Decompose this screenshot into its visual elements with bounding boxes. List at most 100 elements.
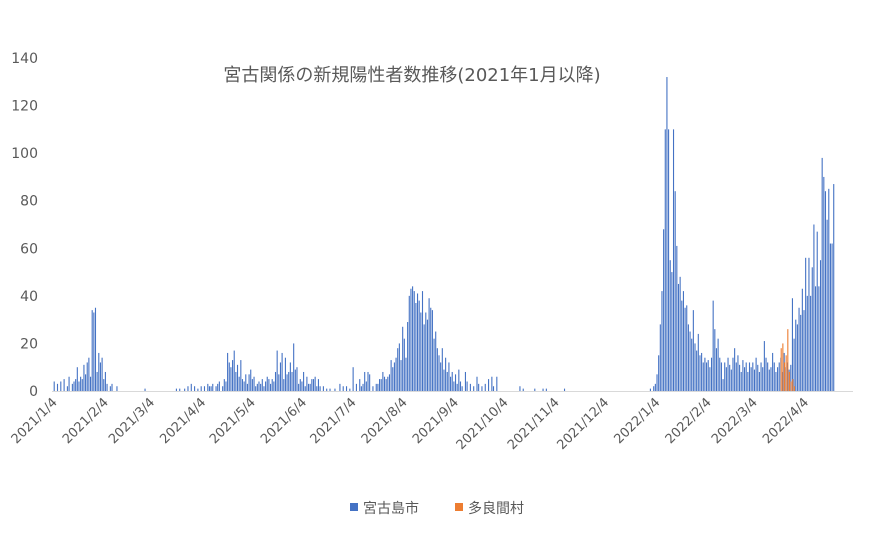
bar-miyakojima <box>654 383 656 391</box>
bar-miyakojima <box>430 307 432 391</box>
bar-miyakojima <box>301 381 303 391</box>
bar-miyakojima <box>805 257 807 391</box>
bar-miyakojima <box>823 176 825 391</box>
bar-miyakojima <box>258 381 260 391</box>
bar-miyakojima <box>522 388 524 391</box>
y-tick-label: 0 <box>29 384 38 400</box>
bar-miyakojima <box>772 352 774 391</box>
y-tick-label: 120 <box>11 99 38 115</box>
bar-miyakojima <box>75 379 77 391</box>
bar-miyakojima <box>801 288 803 391</box>
bar-miyakojima <box>217 383 219 391</box>
bar-miyakojima <box>760 362 762 391</box>
bar-miyakojima <box>283 379 285 391</box>
bar-miyakojima <box>334 388 336 391</box>
bar-miyakojima <box>83 364 85 391</box>
bar-miyakojima <box>704 357 706 391</box>
bar-miyakojima <box>207 383 209 391</box>
x-tick-label: 2021/5/4 <box>207 395 259 447</box>
x-tick-label: 2022/4/4 <box>760 395 812 447</box>
x-tick-label: 2021/12/4 <box>554 395 612 453</box>
bar-miyakojima <box>80 376 82 391</box>
bar-miyakojima <box>436 348 438 391</box>
bar-miyakojima <box>758 371 760 391</box>
bar-tarama <box>790 381 792 391</box>
bar-miyakojima <box>488 379 490 391</box>
bar-miyakojima <box>364 371 366 391</box>
bar-miyakojima <box>420 312 422 391</box>
bar-miyakojima <box>438 355 440 391</box>
bar-miyakojima <box>778 362 780 391</box>
bar-miyakojima <box>496 376 498 391</box>
bar-miyakojima <box>66 386 68 391</box>
bar-miyakojima <box>263 386 265 391</box>
bar-miyakojima <box>355 383 357 391</box>
bar-tarama <box>782 343 784 391</box>
bar-miyakojima <box>78 381 80 391</box>
bar-miyakojima <box>68 376 70 391</box>
bar-miyakojima <box>175 388 177 391</box>
bar-miyakojima <box>215 386 217 391</box>
bar-miyakojima <box>672 129 675 392</box>
bar-miyakojima <box>734 348 736 391</box>
bar-miyakojima <box>291 371 293 391</box>
bar-miyakojima <box>273 381 275 391</box>
bar-tarama <box>780 348 782 391</box>
bar-miyakojima <box>403 338 405 391</box>
bar-miyakojima <box>542 388 544 391</box>
bar-miyakojima <box>56 383 59 391</box>
bar-miyakojima <box>717 338 719 391</box>
bar-miyakojima <box>88 357 90 391</box>
bar-miyakojima <box>826 219 828 391</box>
bar-miyakojima <box>284 357 286 391</box>
bar-miyakojima <box>278 374 280 391</box>
bar-miyakojima <box>421 291 424 391</box>
bar-miyakojima <box>413 291 415 391</box>
bar-miyakojima <box>431 310 433 391</box>
bar-miyakojima <box>674 191 676 391</box>
bar-tarama <box>783 362 786 391</box>
bar-miyakojima <box>256 383 258 391</box>
bar-miyakojima <box>412 286 414 391</box>
x-tick-label: 2021/9/4 <box>410 395 462 447</box>
bar-miyakojima <box>210 386 212 391</box>
bar-miyakojima <box>377 383 379 391</box>
bar-miyakojima <box>545 388 547 391</box>
bar-miyakojima <box>397 348 399 391</box>
bar-miyakojima <box>311 379 313 391</box>
bar-miyakojima <box>73 381 75 391</box>
bar-miyakojima <box>255 386 257 391</box>
bar-miyakojima <box>747 371 749 391</box>
bar-miyakojima <box>271 379 273 391</box>
bar-miyakojima <box>811 267 813 391</box>
bar-miyakojima <box>818 286 820 391</box>
bar-miyakojima <box>184 388 186 391</box>
bar-miyakojima <box>450 376 452 391</box>
bar-miyakojima <box>375 383 377 391</box>
bar-miyakojima <box>714 329 716 391</box>
bar-miyakojima <box>745 362 747 391</box>
bar-miyakojima <box>813 224 815 391</box>
bar-miyakojima <box>831 243 833 391</box>
bar-miyakojima <box>679 276 681 391</box>
bar-miyakojima <box>440 362 442 391</box>
bar-miyakojima <box>816 231 818 391</box>
bar-miyakojima <box>729 364 731 391</box>
x-tick-label: 2021/3/4 <box>106 395 158 447</box>
bar-miyakojima <box>684 307 686 391</box>
bar-miyakojima <box>428 298 430 391</box>
bar-miyakojima <box>265 381 267 391</box>
bar-miyakojima <box>730 369 732 391</box>
bar-miyakojima <box>250 369 252 391</box>
bar-miyakojima <box>689 331 691 391</box>
x-tick-label: 2022/1/4 <box>612 395 664 447</box>
bar-miyakojima <box>476 376 478 391</box>
bar-miyakojima <box>692 310 694 391</box>
bar-miyakojima <box>658 355 660 391</box>
bar-miyakojima <box>345 386 348 391</box>
bar-miyakojima <box>491 376 493 391</box>
bar-miyakojima <box>715 348 718 391</box>
bar-miyakojima <box>101 357 103 391</box>
bar-miyakojima <box>712 300 714 391</box>
